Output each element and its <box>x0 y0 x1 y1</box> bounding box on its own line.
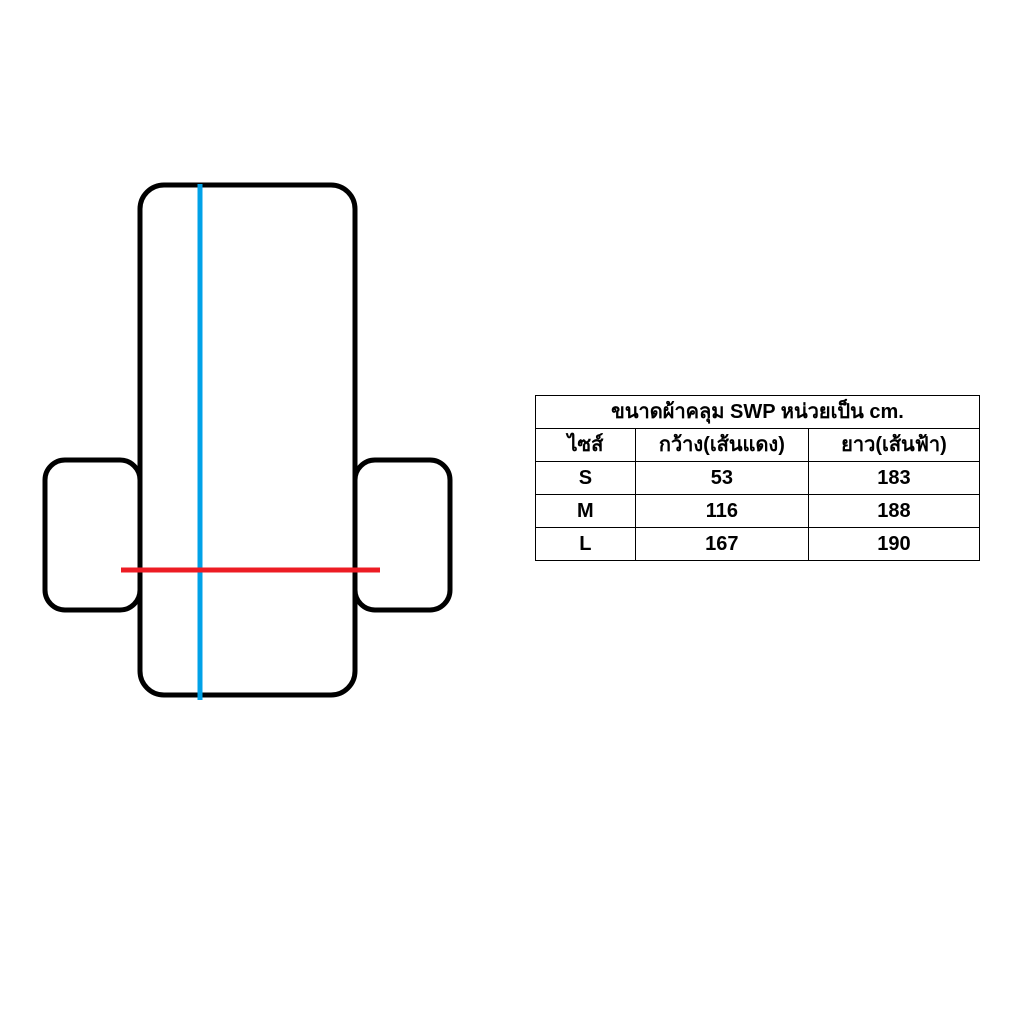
chair-arm-left <box>45 460 140 610</box>
table-cell: 53 <box>635 462 808 495</box>
table-col-header: ไซส์ <box>536 429 636 462</box>
table-cell: 188 <box>808 495 979 528</box>
table-header-row: ไซส์กว้าง(เส้นแดง)ยาว(เส้นฟ้า) <box>536 429 980 462</box>
table-title: ขนาดผ้าคลุม SWP หน่วยเป็น cm. <box>536 396 980 429</box>
table-cell: S <box>536 462 636 495</box>
table-cell: M <box>536 495 636 528</box>
canvas: ขนาดผ้าคลุม SWP หน่วยเป็น cm. ไซส์กว้าง(… <box>0 0 1024 1024</box>
size-table: ขนาดผ้าคลุม SWP หน่วยเป็น cm. ไซส์กว้าง(… <box>535 395 980 561</box>
chair-body <box>140 185 355 695</box>
table-cell: L <box>536 528 636 561</box>
table-row: M116188 <box>536 495 980 528</box>
table-cell: 190 <box>808 528 979 561</box>
table-col-header: กว้าง(เส้นแดง) <box>635 429 808 462</box>
table-cell: 116 <box>635 495 808 528</box>
table-row: S53183 <box>536 462 980 495</box>
table-col-header: ยาว(เส้นฟ้า) <box>808 429 979 462</box>
table-cell: 183 <box>808 462 979 495</box>
chair-arm-right <box>355 460 450 610</box>
table-row: L167190 <box>536 528 980 561</box>
table-cell: 167 <box>635 528 808 561</box>
